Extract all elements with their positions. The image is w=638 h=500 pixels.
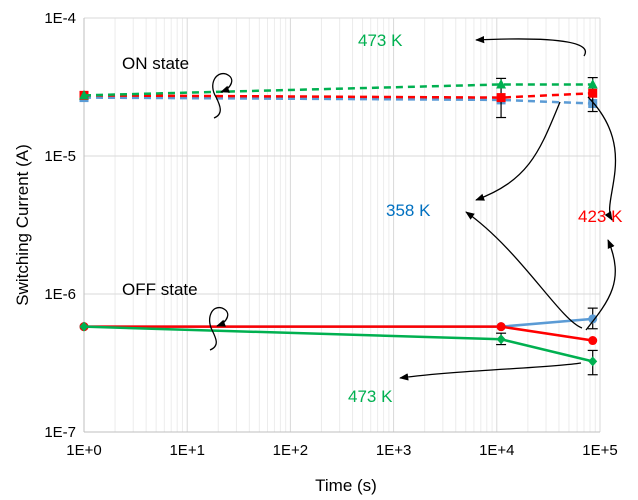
annotation-label-off-state: OFF state (122, 280, 198, 299)
grid (83, 17, 601, 433)
annotation-arrow (465, 211, 583, 329)
x-tick-label: 1E+0 (66, 442, 101, 459)
y-tick-label: 1E-5 (44, 148, 76, 165)
data-point (496, 93, 506, 103)
annotation-arrow (399, 362, 582, 381)
annotation-label-on-473: 473 K (358, 31, 403, 50)
data-point (588, 356, 598, 367)
series-line (83, 325, 594, 363)
data-point (588, 336, 598, 346)
series-on-473k (79, 78, 598, 100)
axes: 1E+0 1E+1 1E+2 1E+3 1E+4 1E+5 1E-4 1E-5 1E-6 1E-7… (13, 10, 618, 495)
x-tick-label: 1E+2 (273, 442, 308, 459)
annotations: ON state OFF state 473 K 358 K 423 K 473 K (122, 31, 623, 406)
y-tick-label: 1E-6 (44, 286, 76, 303)
rotate-arrow-icon (208, 306, 229, 351)
data-point (79, 89, 89, 100)
data-point (496, 78, 507, 89)
data-point (587, 78, 598, 89)
series-line (83, 96, 593, 105)
annotation-arrow (475, 36, 586, 57)
y-tick-label: 1E-4 (44, 10, 76, 27)
annotation-arrow (475, 101, 561, 201)
rotate-arrow-icon (212, 72, 233, 119)
annotation-arrow (585, 239, 616, 331)
series-line (83, 83, 593, 97)
y-axis-title: Switching Current (A) (13, 144, 32, 306)
annotation-label-358: 358 K (386, 201, 431, 220)
annotation-arrow (587, 96, 617, 221)
series (79, 76, 598, 376)
x-tick-label: 1E+5 (582, 442, 617, 459)
x-tick-label: 1E+3 (376, 442, 411, 459)
y-tick-label: 1E-7 (44, 424, 76, 441)
annotation-label-on-state: ON state (122, 54, 189, 73)
x-axis-title: Time (s) (315, 476, 377, 495)
data-point (496, 334, 506, 345)
data-point (79, 321, 89, 332)
data-point (496, 322, 506, 332)
x-tick-label: 1E+4 (479, 442, 514, 459)
data-point (588, 88, 598, 98)
annotation-label-off-473: 473 K (348, 387, 393, 406)
annotation-label-423: 423 K (578, 207, 623, 226)
x-tick-label: 1E+1 (169, 442, 204, 459)
data-point (588, 314, 598, 324)
series-off-473k (79, 321, 598, 376)
